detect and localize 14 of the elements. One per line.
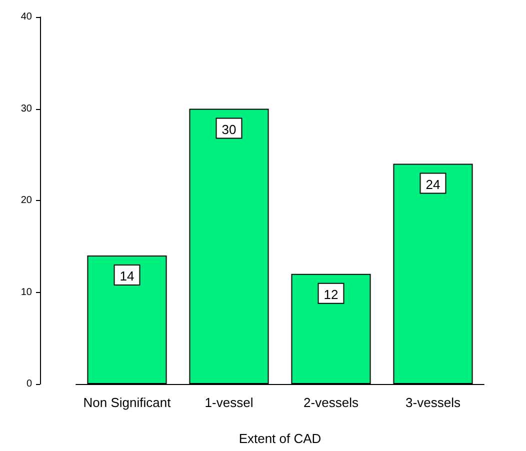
data-label: 14 <box>120 268 134 284</box>
data-label: 24 <box>426 176 440 192</box>
y-tick-label: 30 <box>20 103 32 114</box>
x-axis-title: Extent of CAD <box>238 431 322 446</box>
data-label: 12 <box>324 286 338 302</box>
data-label: 30 <box>222 122 236 137</box>
x-tick-label: 2-vessels <box>304 395 359 410</box>
y-tick-label: 10 <box>20 286 32 298</box>
y-tick-label: 0 <box>26 378 32 390</box>
x-tick-label: 3-vessels <box>406 395 461 410</box>
x-tick-label: Non Significant <box>83 395 172 410</box>
x-tick-label: 1-vessel <box>204 395 254 410</box>
y-tick-label: 40 <box>20 12 32 22</box>
y-tick-label: 20 <box>20 195 32 206</box>
